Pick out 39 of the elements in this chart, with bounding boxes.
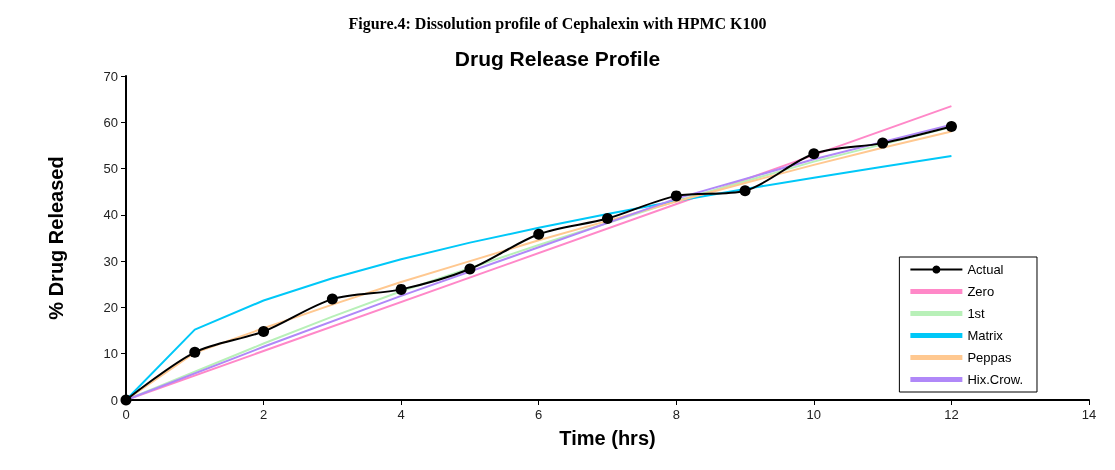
- x-tick-label: 4: [397, 407, 405, 422]
- point: [258, 326, 270, 337]
- legend-label: Zero: [967, 284, 995, 299]
- y-tick-label: 50: [103, 161, 118, 177]
- point: [120, 394, 132, 406]
- y-tick-label: 10: [103, 346, 118, 362]
- x-tick-label: 14: [1081, 407, 1097, 422]
- chart-title: Drug Release Profile: [454, 47, 661, 70]
- point: [808, 148, 820, 160]
- x-tick-label: 6: [535, 407, 543, 422]
- legend-label: Actual: [967, 262, 1004, 277]
- y-tick-label: 40: [103, 207, 118, 223]
- y-tick-label: 0: [110, 392, 118, 408]
- point: [189, 346, 201, 358]
- point: [533, 228, 545, 240]
- x-tick-label: 12: [944, 407, 959, 422]
- point: [395, 283, 407, 295]
- point: [326, 293, 338, 305]
- legend-label: Matrix: [967, 328, 1004, 343]
- x-tick-label: 2: [259, 407, 268, 422]
- y-axis-title: % Drug Released: [45, 156, 67, 320]
- x-tick-label: 0: [122, 407, 130, 422]
- y-tick-label: 60: [103, 114, 118, 130]
- y-tick-label: 30: [103, 253, 118, 269]
- y-tick-label: 20: [103, 299, 118, 315]
- x-axis-title: Time (hrs): [559, 427, 656, 449]
- point: [945, 120, 957, 132]
- legend-label: 1st: [967, 306, 986, 321]
- x-tick-label: 10: [806, 407, 822, 422]
- point: [739, 185, 751, 197]
- legend-label: Peppas: [967, 350, 1012, 365]
- point: [670, 190, 682, 202]
- point: [464, 263, 476, 275]
- point: [602, 213, 613, 225]
- text: Figure.4: Dissolution profile of Cephalexin with HPMC K100: [348, 14, 767, 33]
- point: [877, 137, 889, 149]
- x-tick-label: 8: [672, 407, 680, 422]
- legend-label: Hix.Crow.: [967, 372, 1024, 387]
- y-tick-label: 70: [103, 68, 118, 84]
